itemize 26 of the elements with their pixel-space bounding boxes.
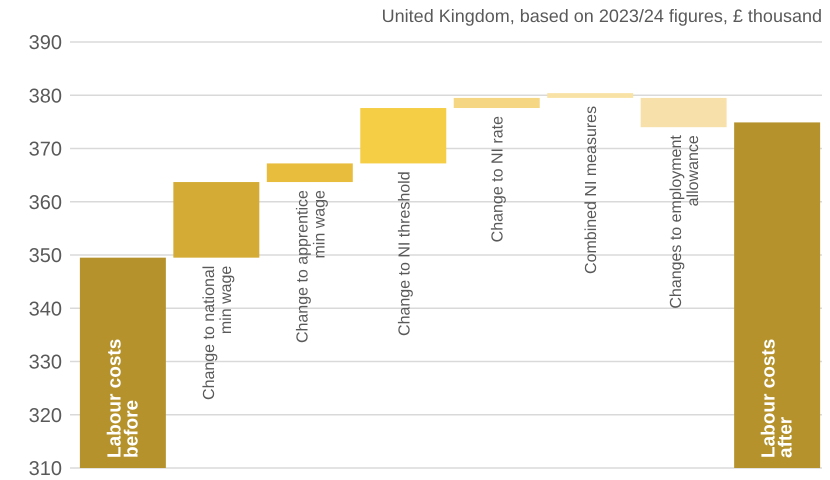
chart-subtitle: United Kingdom, based on 2023/24 figures, £ thousand [382,6,822,26]
x-tick-label: Labour costs after [758,338,797,458]
y-tick-label: 380 [28,85,62,108]
bar [80,258,166,468]
bar [454,98,540,108]
bar [266,163,353,182]
bar [734,122,820,468]
bar [547,93,634,98]
y-tick-label: 330 [28,352,62,374]
y-tick-label: 360 [28,192,62,214]
x-tick-label: Combined NI measures [583,106,600,274]
x-tick-label: Changes to employment allowance [668,134,702,309]
y-tick-label: 310 [28,458,62,480]
x-tick-label: Change to NI threshold [396,171,414,336]
x-tick-label: Change to apprentice min wage [294,190,328,344]
x-tick-label: Change to national min wage [200,266,235,400]
bar [360,108,446,164]
x-tick-label: Labour costs before [104,338,142,458]
bar [640,98,727,128]
y-tick-label: 350 [28,245,62,267]
y-tick-label: 320 [28,404,62,427]
x-tick-label: Change to NI rate [490,116,507,242]
bar [173,182,260,258]
y-tick-label: 370 [28,138,62,160]
y-tick-label: 340 [28,298,62,320]
y-tick-label: 390 [28,32,62,54]
